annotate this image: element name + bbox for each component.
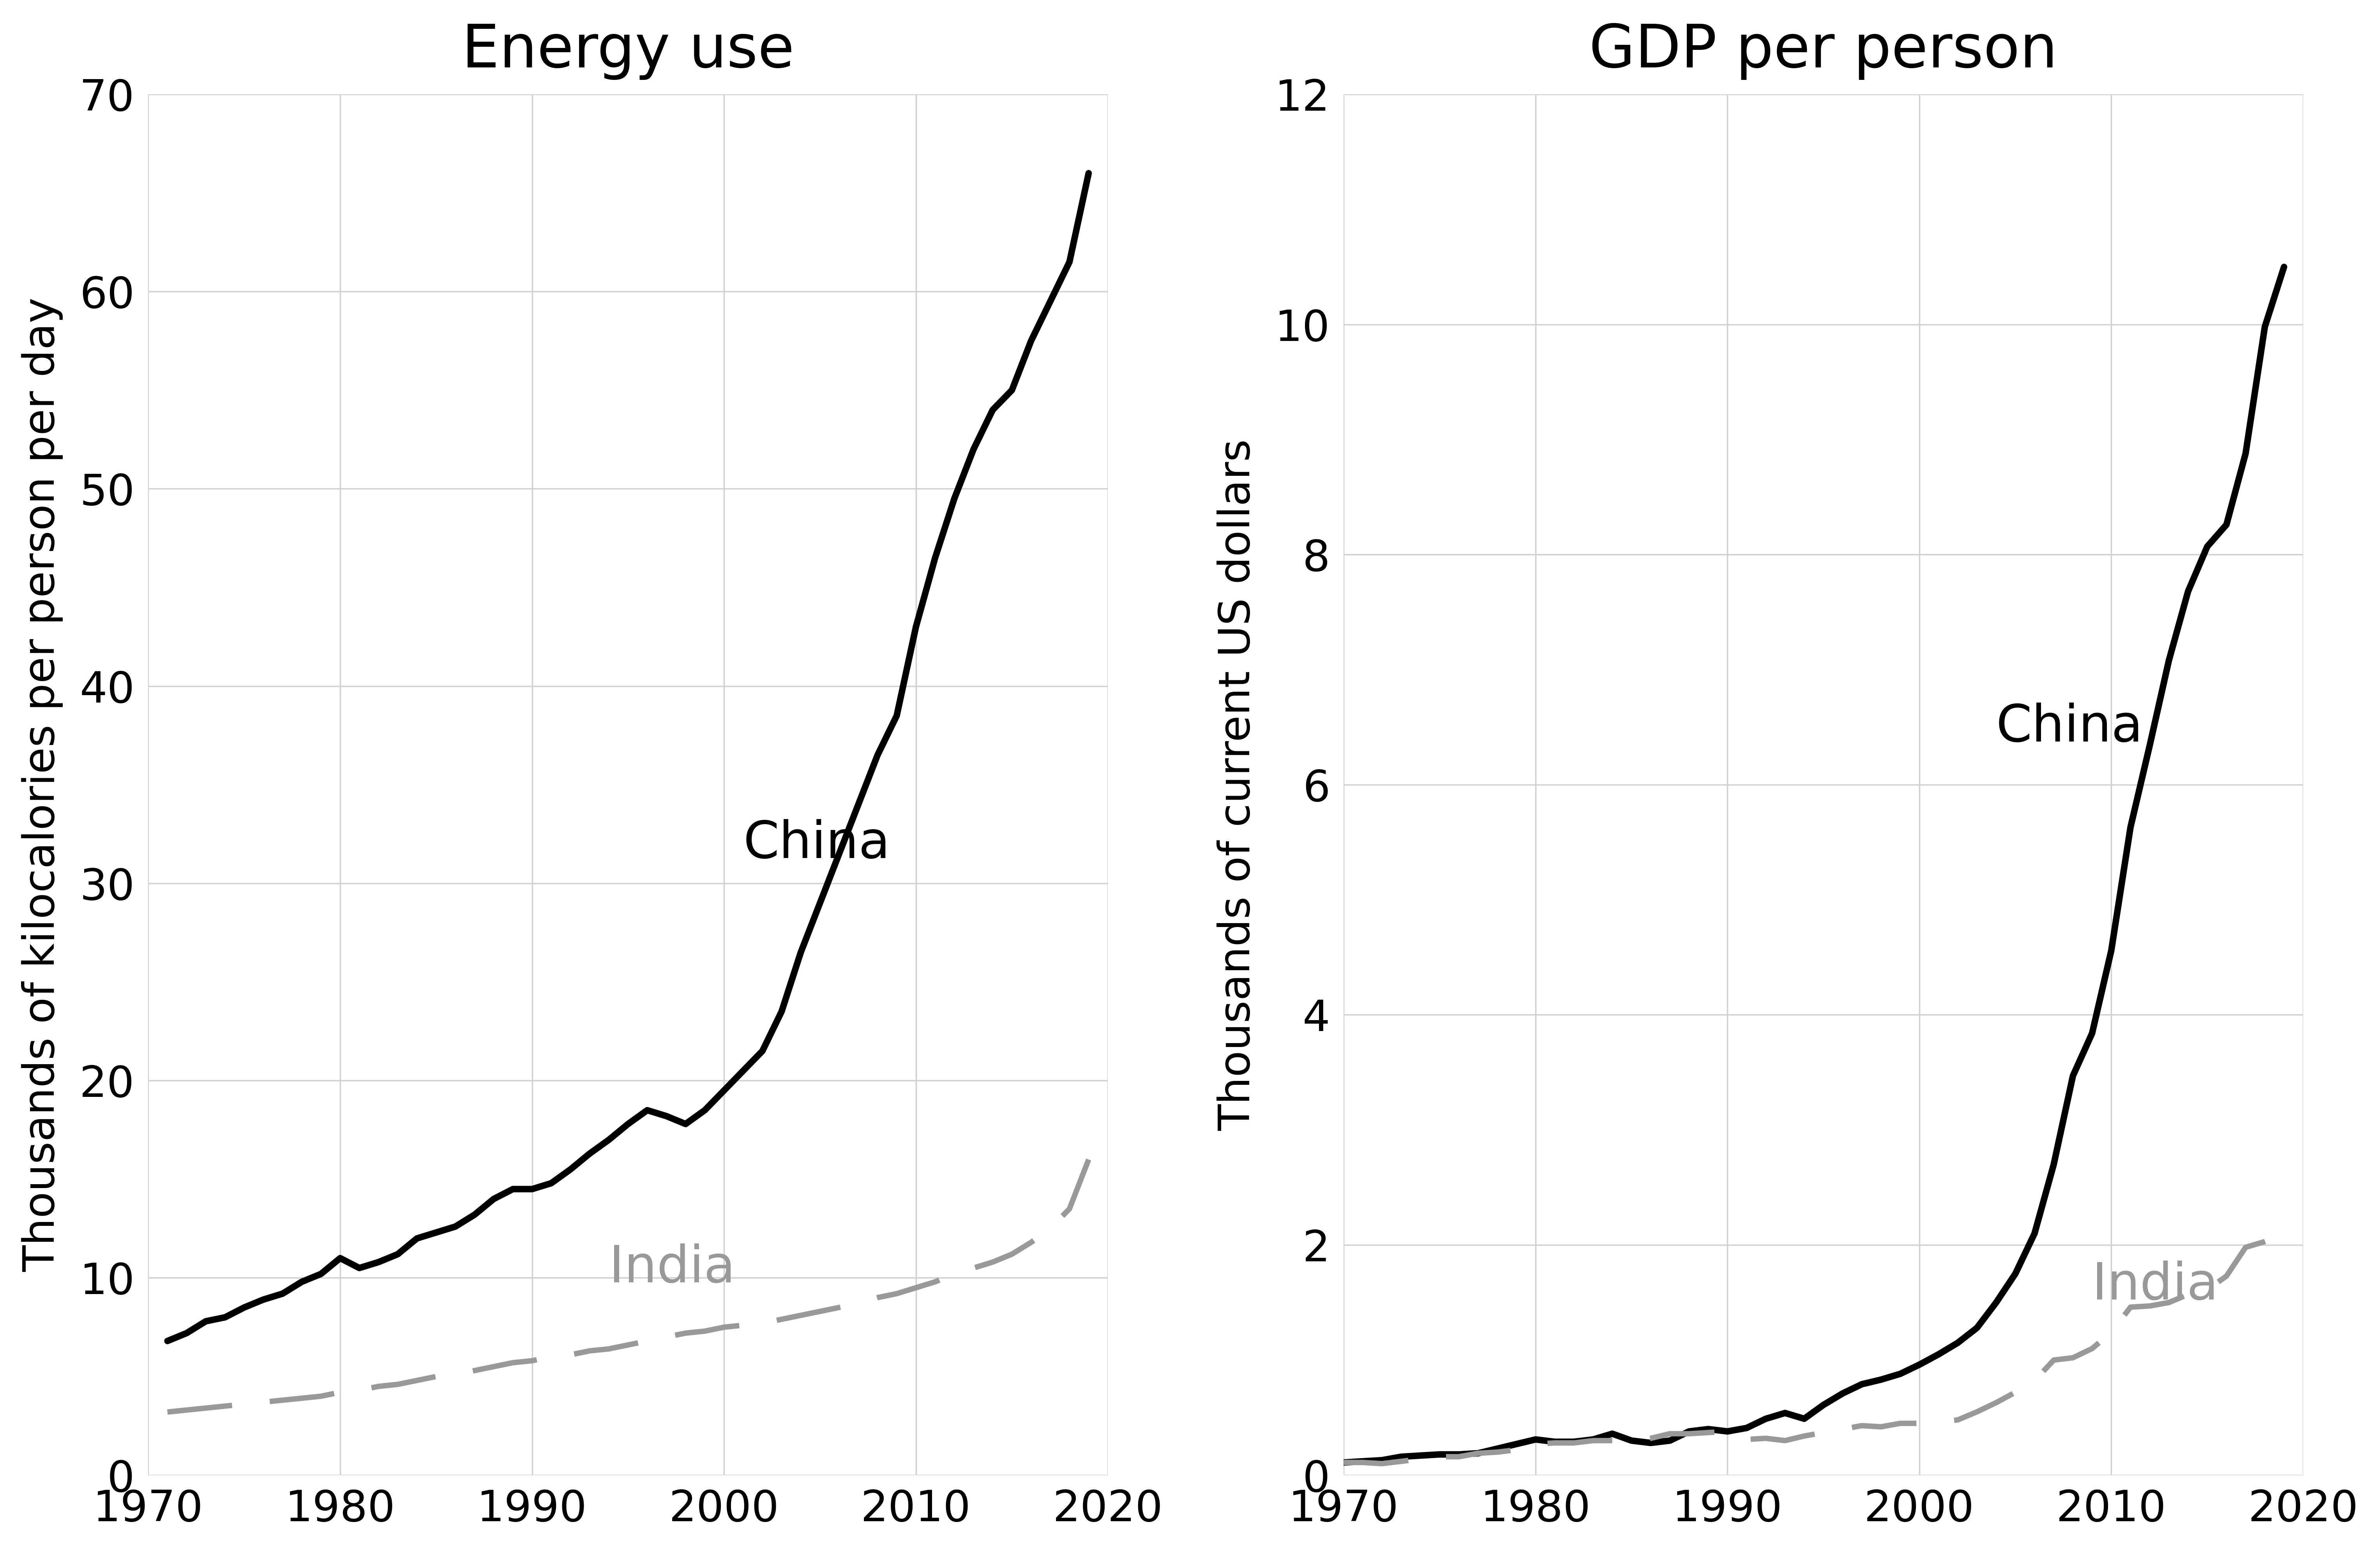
Text: China: China: [743, 819, 890, 869]
Text: China: China: [1997, 703, 2142, 751]
Text: India: India: [2092, 1260, 2218, 1310]
Title: Energy use: Energy use: [462, 22, 795, 79]
Text: India: India: [609, 1243, 735, 1293]
Y-axis label: Thousands of current US dollars: Thousands of current US dollars: [1216, 439, 1259, 1130]
Title: GDP per person: GDP per person: [1590, 22, 2059, 79]
Y-axis label: Thousands of kilocalories per person per day: Thousands of kilocalories per person per…: [21, 298, 64, 1273]
